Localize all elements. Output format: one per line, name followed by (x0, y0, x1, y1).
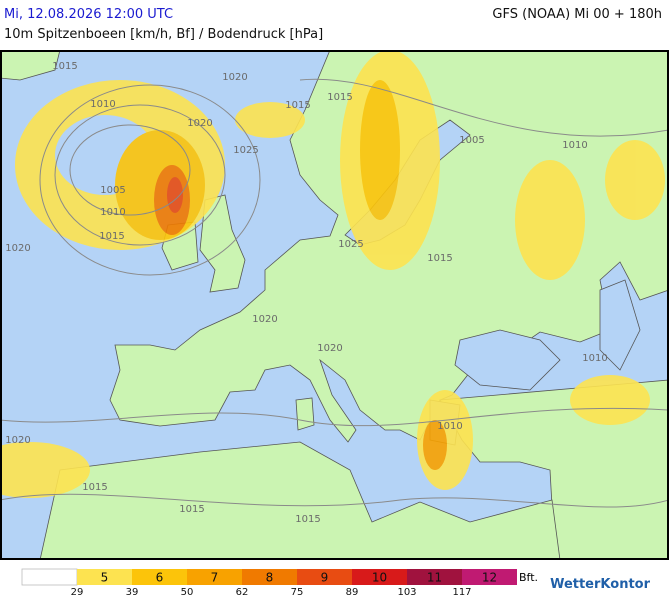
isobar-label: 1020 (187, 118, 212, 129)
map: 1015 1020 1010 1020 1015 1015 1005 1010 … (0, 50, 669, 560)
isobar-label: 1020 (222, 72, 247, 83)
legend-kmh: 75 (291, 587, 304, 598)
isobar-label: 1015 (82, 482, 107, 493)
isobar-label: 1005 (459, 135, 484, 146)
legend-swatch (242, 569, 297, 585)
isobar-label: 1020 (5, 435, 30, 446)
isobar-label: 1020 (5, 243, 30, 254)
isobar-label: 1015 (327, 92, 352, 103)
legend-swatch (132, 569, 187, 585)
isobar-label: 1015 (295, 514, 320, 525)
legend-bft: 10 (372, 571, 387, 585)
legend-swatch (187, 569, 242, 585)
isobar-label: 1010 (562, 140, 587, 151)
gust-areas (1, 51, 665, 498)
isobar-label: 1015 (99, 231, 124, 242)
isobar-label: 1015 (285, 100, 310, 111)
legend-kmh: 29 (71, 587, 84, 598)
legend-kmh: 39 (126, 587, 139, 598)
legend-bft: 6 (156, 571, 164, 585)
legend-swatch (297, 569, 352, 585)
subtitle: 10m Spitzenboeen [km/h, Bf] / Bodendruck… (4, 27, 323, 42)
legend-bft: 9 (321, 571, 329, 585)
legend-kmh: 50 (181, 587, 194, 598)
model-run: GFS (NOAA) Mi 00 + 180h (492, 7, 662, 22)
isobar-label: 1020 (317, 343, 342, 354)
legend-bft: 5 (101, 571, 109, 585)
isobar-label: 1015 (179, 504, 204, 515)
legend-bft: 8 (266, 571, 274, 585)
legend-kmh: 62 (236, 587, 249, 598)
map-frame (0, 50, 669, 560)
legend-swatch (352, 569, 407, 585)
isobars (1, 78, 668, 508)
isobar-label: 1015 (427, 253, 452, 264)
isobar-label: 1010 (582, 353, 607, 364)
legend-swatch (77, 569, 132, 585)
isobar-label: 1020 (252, 314, 277, 325)
isobar-label: 1005 (100, 185, 125, 196)
legend-bft: 12 (482, 571, 497, 585)
isobar-label: 1010 (90, 99, 115, 110)
isobar-label: 1010 (100, 207, 125, 218)
isobar-labels: 1015 1020 1010 1020 1015 1015 1005 1010 … (5, 61, 607, 525)
legend-kmh: 117 (452, 587, 471, 598)
isobar-label: 1010 (437, 421, 462, 432)
legend-kmh: 89 (346, 587, 359, 598)
legend-unit: Bft. (519, 571, 538, 584)
legend-swatch (407, 569, 462, 585)
legend-kmh: 103 (397, 587, 416, 598)
legend-bft: 11 (427, 571, 442, 585)
isobar-label: 1015 (52, 61, 77, 72)
isobar-label: 1025 (338, 239, 363, 250)
legend-bft: 7 (211, 571, 219, 585)
legend-swatch (462, 569, 517, 585)
datetime: Mi, 12.08.2026 12:00 UTC (4, 7, 173, 22)
logo: WetterKontor (550, 577, 651, 592)
legend-blank (21, 568, 78, 586)
isobar-label: 1025 (233, 145, 258, 156)
